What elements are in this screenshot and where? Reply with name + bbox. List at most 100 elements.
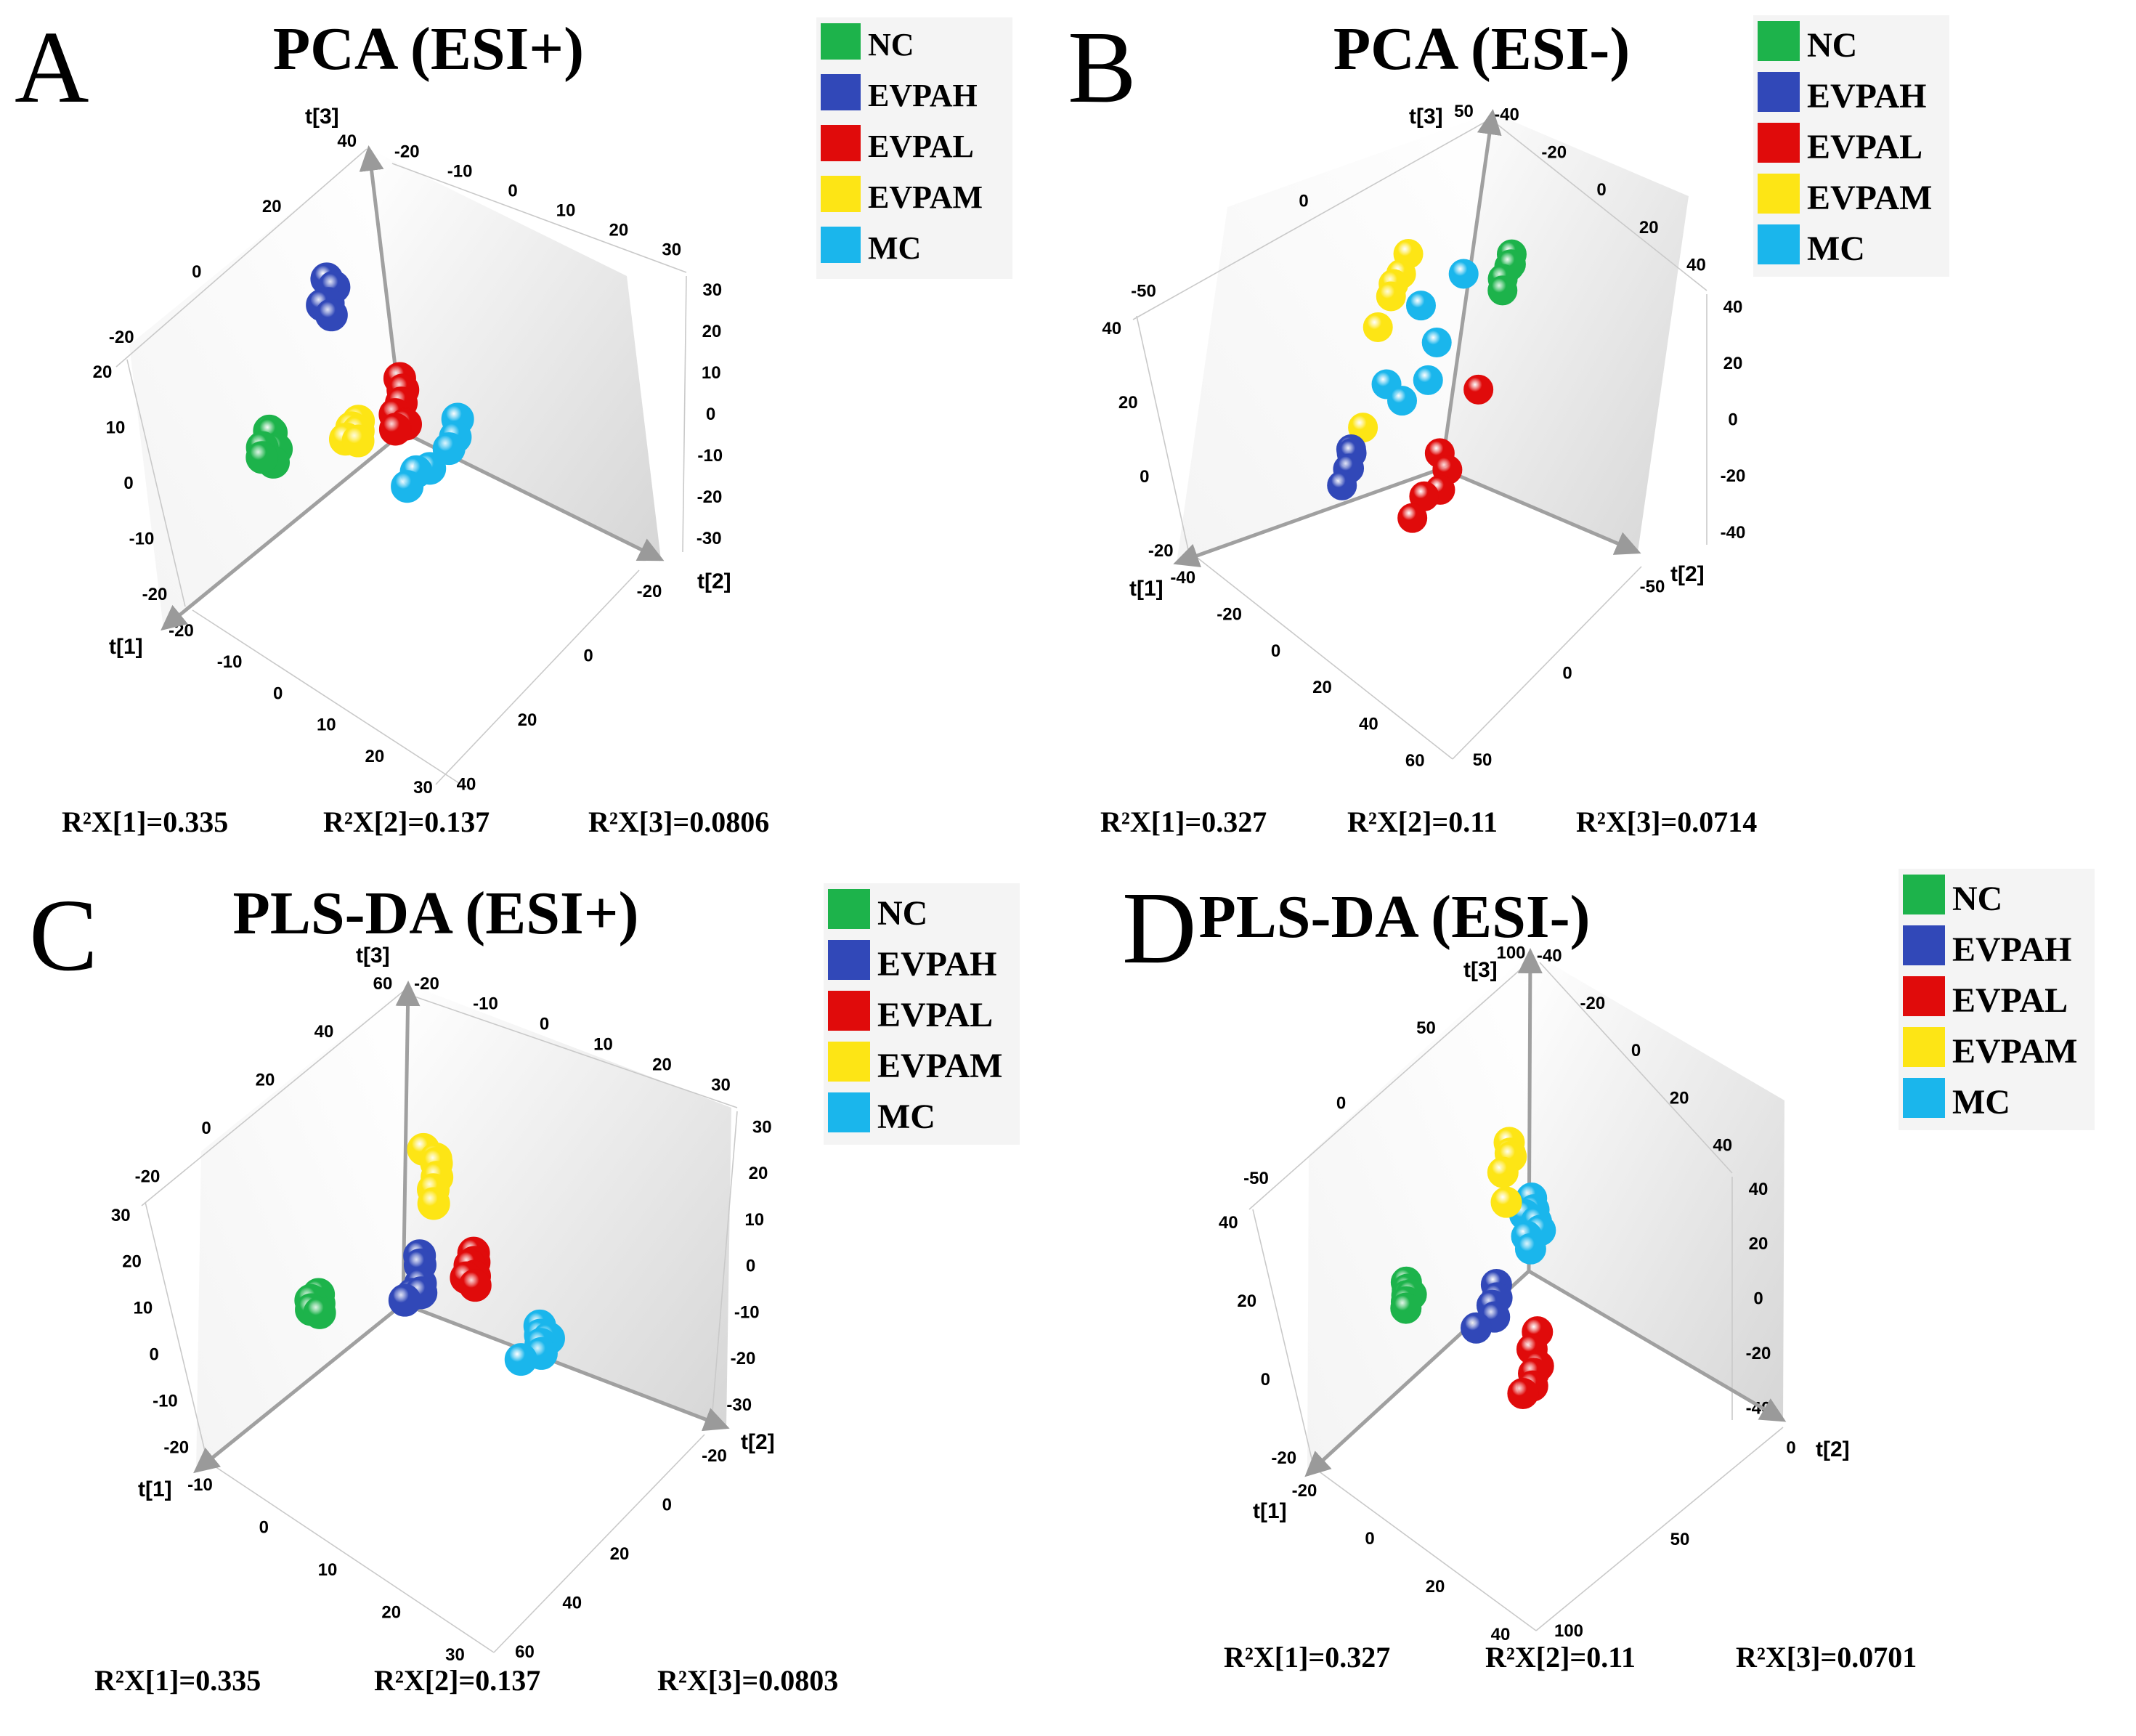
tick-label-t3: 40	[1219, 1213, 1238, 1233]
frame-line	[145, 1201, 208, 1461]
legend-swatch-nc	[828, 889, 870, 929]
variance-label-2: R²X[2]=0.137	[323, 806, 490, 838]
axis-label-t3: t[3]	[356, 944, 390, 968]
legend-swatch-evpam	[1758, 174, 1800, 214]
tick-label-t3: 30	[111, 1206, 131, 1225]
axis-t1	[193, 1302, 405, 1474]
tick-label-right_wall: -20	[731, 1349, 756, 1368]
tick-label-top_right: -20	[414, 974, 439, 994]
tick-label-right_wall: 20	[1749, 1234, 1769, 1254]
axis-t2	[1441, 466, 1641, 555]
back-plane-right	[403, 984, 731, 1427]
tick-label-t2: -20	[637, 582, 662, 601]
point-evpam	[417, 1187, 450, 1220]
legend-swatch-nc	[1903, 875, 1945, 914]
axis-t3	[1439, 109, 1502, 469]
point-mc	[1405, 291, 1436, 321]
tick-label-t1: -20	[1217, 604, 1242, 624]
legend-label-nc: NC	[877, 894, 927, 933]
frame-line	[141, 991, 404, 1206]
tick-label-right_wall: 20	[702, 322, 722, 341]
legend-label-mc: MC	[1807, 230, 1865, 268]
back-plane-left	[1307, 952, 1530, 1475]
variance-label-3: R²X[3]=0.0714	[1576, 806, 1757, 838]
scatter-3d-svg: -10 0 10 20 30 -20 0 20 40 60 -20 -10 0 10 20 30 -20 0 20 4…	[29, 877, 1020, 1697]
tick-label-t2: 40	[457, 774, 476, 794]
point-evpal	[458, 1269, 492, 1302]
tick-label-top_right: -10	[473, 994, 498, 1014]
tick-label-t1: 60	[1405, 751, 1425, 771]
axis-t2	[402, 1302, 730, 1432]
tick-label-top_back: 0	[1299, 192, 1308, 211]
legend-label-nc: NC	[1952, 880, 2002, 918]
back-plane-right	[1529, 952, 1784, 1420]
panel-letter: B	[1068, 9, 1137, 124]
point-evpah	[388, 1283, 421, 1317]
panel-a: -20 -10 0 10 20 30 -20 0 20 40 -20 -10 0 10 20 -20 0 20 40…	[0, 0, 1068, 868]
legend-swatch-mc	[1758, 224, 1800, 264]
axis-label-t1: t[1]	[1129, 577, 1164, 601]
axis-label-t3: t[3]	[1409, 105, 1443, 129]
tick-label-t3: 10	[106, 418, 126, 438]
variance-label-2: R²X[2]=0.11	[1485, 1641, 1636, 1674]
panel-b: -40 -20 0 20 40 60 -50 0 50 -20 0 20 40 -50 0 50 -40 -20 0…	[1068, 0, 2135, 868]
frame-line	[1194, 555, 1453, 760]
frame-line	[1535, 1427, 1784, 1631]
axis-label-t2: t[2]	[697, 569, 731, 593]
tick-label-t2: -20	[702, 1446, 727, 1466]
tick-label-t1: 40	[1491, 1625, 1511, 1644]
tick-label-t3: 10	[133, 1299, 153, 1318]
tick-label-t3: 40	[1102, 319, 1121, 338]
frame-line	[115, 148, 367, 368]
panel-letter: D	[1122, 870, 1197, 985]
legend-swatch-nc	[1758, 21, 1800, 61]
tick-label-top_right: 0	[508, 182, 517, 201]
tick-label-t3: 20	[93, 362, 113, 382]
legend-label-evpal: EVPAL	[1807, 128, 1922, 166]
legend-swatch-evpam	[828, 1042, 870, 1082]
tick-label-right_wall: -20	[1746, 1344, 1771, 1363]
axis-label-t2: t[2]	[741, 1430, 775, 1454]
legend-label-evpam: EVPAM	[1807, 179, 1932, 217]
legend-label-evpal: EVPAL	[868, 129, 974, 164]
tick-label-right_wall: -30	[726, 1395, 752, 1415]
point-mc	[1387, 386, 1418, 416]
tick-label-t1: 40	[1359, 715, 1378, 734]
tick-label-right_wall: 30	[752, 1117, 772, 1137]
tick-label-top_back: -50	[1131, 281, 1156, 301]
frame-line	[1248, 958, 1533, 1210]
tick-label-top_right: 30	[711, 1075, 731, 1095]
tick-label-t3: 20	[1118, 393, 1138, 413]
tick-label-t3: -20	[163, 1437, 189, 1457]
tick-label-top_back: 50	[1416, 1018, 1436, 1038]
legend-label-mc: MC	[868, 230, 921, 266]
legend-label-evpam: EVPAM	[868, 179, 983, 215]
tick-label-t1: 30	[445, 1645, 465, 1665]
legend-swatch-mc	[821, 227, 861, 263]
frame-line	[1132, 119, 1490, 320]
frame-line	[435, 569, 640, 785]
point-mc	[1421, 328, 1452, 358]
tick-label-top_back: 0	[192, 262, 201, 282]
tick-label-top_right: 0	[540, 1015, 549, 1034]
tick-label-t2: 20	[610, 1544, 630, 1564]
tick-label-t1: 20	[381, 1603, 401, 1623]
legend-label-evpam: EVPAM	[877, 1047, 1002, 1085]
tick-label-t2: 0	[583, 646, 593, 665]
tick-label-t3: -10	[129, 530, 155, 549]
point-mc	[1514, 1233, 1546, 1265]
variance-label-1: R²X[1]=0.335	[62, 806, 228, 838]
tick-label-t1: 10	[317, 715, 336, 735]
chart-title: PLS-DA (ESI+)	[233, 880, 639, 947]
tick-label-t1: -20	[1292, 1481, 1317, 1501]
frame-line	[1252, 1209, 1315, 1472]
legend-swatch-evpah	[1758, 72, 1800, 112]
tick-label-right_wall: 40	[1749, 1180, 1769, 1199]
tick-label-t1: 0	[259, 1518, 269, 1538]
point-evpam	[1376, 281, 1406, 312]
tick-label-t3: 0	[1140, 467, 1149, 487]
variance-label-3: R²X[3]=0.0806	[588, 806, 769, 838]
tick-label-right_wall: -10	[697, 446, 723, 466]
legend-label-evpal: EVPAL	[1952, 981, 2068, 1020]
point-nc	[1390, 1292, 1422, 1324]
